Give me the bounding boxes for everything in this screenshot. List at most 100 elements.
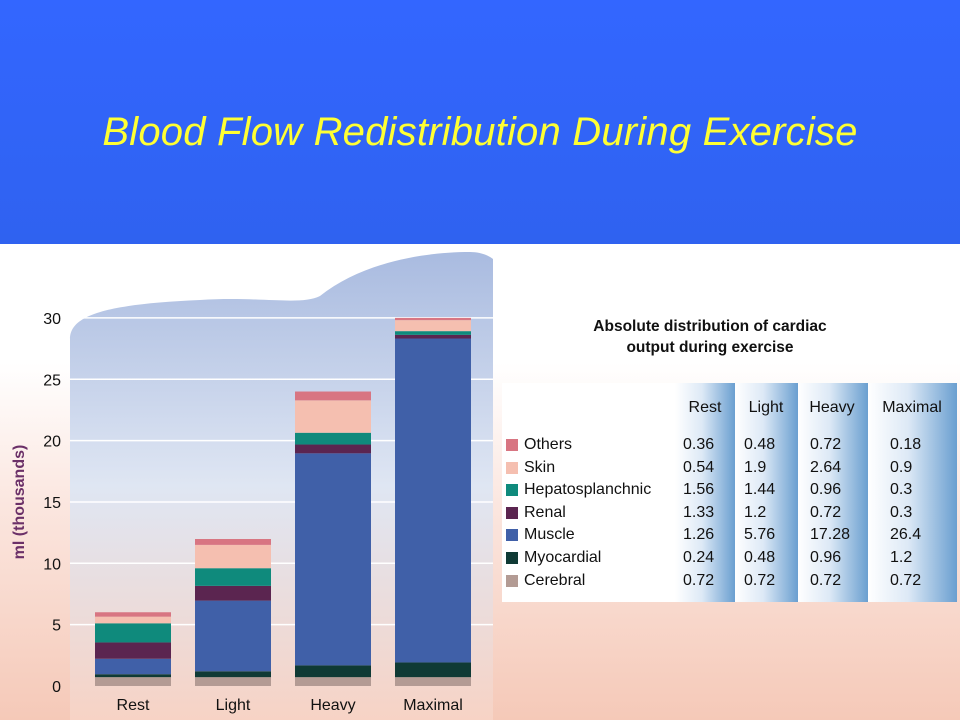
table-cell: 0.18 — [890, 436, 922, 453]
table-cell: 0.9 — [890, 458, 913, 476]
bar-segment-skin-heavy — [295, 400, 371, 433]
table-cell: 0.3 — [890, 503, 913, 521]
y-tick-label: 0 — [52, 679, 61, 696]
y-tick-label: 30 — [43, 311, 61, 328]
x-tick-label: Maximal — [403, 697, 463, 714]
bar-segment-cerebral-light — [195, 677, 271, 686]
table-cell: 0.72 — [890, 571, 922, 589]
table-row: Cerebral — [506, 570, 585, 592]
legend-swatch — [506, 439, 518, 451]
legend-swatch — [506, 552, 518, 564]
row-label: Cerebral — [524, 571, 586, 589]
row-label: Hepatosplanchnic — [524, 481, 652, 499]
row-label: Muscle — [524, 526, 575, 544]
table-cell: 0.96 — [810, 481, 842, 499]
legend-swatch — [506, 484, 518, 497]
legend-swatch — [506, 574, 518, 587]
table-row: Renal — [506, 502, 566, 524]
table-cell: 0.3 — [890, 481, 913, 499]
table-cell: 1.9 — [744, 458, 767, 476]
table-cell: 0.96 — [810, 549, 842, 566]
bar-segment-renal-heavy — [295, 444, 371, 454]
table-row: Others — [506, 434, 572, 456]
table-column-band — [675, 383, 735, 602]
table-cell: 0.24 — [683, 549, 715, 566]
table-cell: 2.64 — [810, 458, 842, 476]
table-column-band — [868, 383, 957, 602]
table-row: Hepatosplanchnic — [506, 479, 651, 501]
table-cell: 0.72 — [683, 571, 715, 589]
bar-segment-skin-light — [195, 544, 271, 569]
bar-segment-muscle-maximal — [395, 338, 471, 663]
bar-segment-cerebral-rest — [95, 677, 171, 686]
table-cell: 0.72 — [810, 571, 842, 589]
stacked-bar-chart: 0 5 10 15 20 25 30 ml (thousands) Rest Light Heavy… — [11, 252, 493, 720]
row-label: Renal — [524, 503, 566, 521]
table-cell: 1.44 — [744, 481, 776, 499]
table-column-header: Rest — [688, 399, 722, 416]
slide-title: Blood Flow Redistribution During Exercis… — [102, 110, 858, 154]
bar-segment-renal-maximal — [395, 334, 471, 339]
bar-segment-muscle-heavy — [295, 453, 371, 666]
bar-segment-myocardial-maximal — [395, 662, 471, 678]
bar-segment-cerebral-heavy — [295, 677, 371, 686]
table-cell: 5.76 — [744, 526, 776, 544]
row-label: Skin — [524, 458, 556, 476]
bar-segment-renal-rest — [95, 642, 171, 659]
bar-segment-hepatosplanchnic-maximal — [395, 331, 471, 335]
table-cell: 26.4 — [890, 526, 922, 544]
bar-segment-others-maximal — [395, 317, 471, 321]
table-cell: 0.72 — [810, 436, 842, 453]
table-cell: 0.72 — [810, 503, 842, 521]
bar-segment-hepatosplanchnic-light — [195, 568, 271, 586]
table-cell: 0.36 — [683, 436, 715, 453]
bar-segment-others-heavy — [295, 391, 371, 401]
bar-segment-muscle-rest — [95, 658, 171, 675]
y-tick-label: 20 — [43, 434, 61, 451]
table-cell: 0.48 — [744, 549, 776, 566]
table-row: Myocardial — [506, 547, 601, 569]
row-label: Myocardial — [524, 549, 602, 566]
table-column-band — [735, 383, 798, 602]
bar-segment-muscle-light — [195, 600, 271, 672]
table-row: Muscle — [506, 524, 575, 546]
table-cell: 0.48 — [744, 436, 776, 453]
distribution-table: Rest Light Heavy Maximal Others 0.36 0.48 0.72 0… — [502, 383, 957, 602]
y-tick-label: 10 — [43, 556, 61, 573]
table-column-band — [798, 383, 868, 602]
bar-segment-renal-light — [195, 585, 271, 601]
legend-swatch — [506, 529, 518, 542]
bar-segment-others-rest — [95, 612, 171, 617]
y-tick-label: 5 — [52, 618, 61, 635]
bar-segment-others-light — [195, 539, 271, 545]
table-title: Absolute distribution of cardiac output … — [560, 316, 860, 358]
table-cell: 1.2 — [744, 503, 767, 521]
title-banner: Blood Flow Redistribution During Exercis… — [0, 0, 960, 244]
y-axis-label: ml (thousands) — [11, 445, 28, 560]
bar-segment-hepatosplanchnic-heavy — [295, 432, 371, 445]
bar-segment-skin-maximal — [395, 320, 471, 332]
legend-swatch — [506, 461, 518, 474]
bar-segment-myocardial-rest — [95, 674, 171, 678]
table-cell: 1.56 — [683, 481, 715, 499]
y-tick-label: 25 — [43, 372, 61, 389]
bar-segment-myocardial-heavy — [295, 665, 371, 678]
table-cell: 0.72 — [744, 571, 776, 589]
x-tick-label: Rest — [117, 697, 150, 714]
x-tick-label: Light — [216, 697, 251, 714]
bar-segment-cerebral-maximal — [395, 677, 471, 686]
table-cell: 17.28 — [810, 526, 851, 544]
row-label: Others — [524, 436, 573, 453]
plot-background — [70, 252, 493, 720]
table-cell: 1.2 — [890, 549, 913, 566]
table-row: Skin — [506, 457, 555, 479]
bar-segment-skin-rest — [95, 616, 171, 624]
table-column-header: Heavy — [809, 399, 855, 416]
table-cell: 0.54 — [683, 458, 715, 476]
table-title-line-2: output during exercise — [626, 339, 794, 356]
table-column-header: Light — [748, 399, 784, 416]
bar-segment-myocardial-light — [195, 671, 271, 678]
y-tick-label: 15 — [43, 495, 61, 512]
legend-swatch — [506, 506, 518, 519]
bar-segment-hepatosplanchnic-rest — [95, 623, 171, 643]
